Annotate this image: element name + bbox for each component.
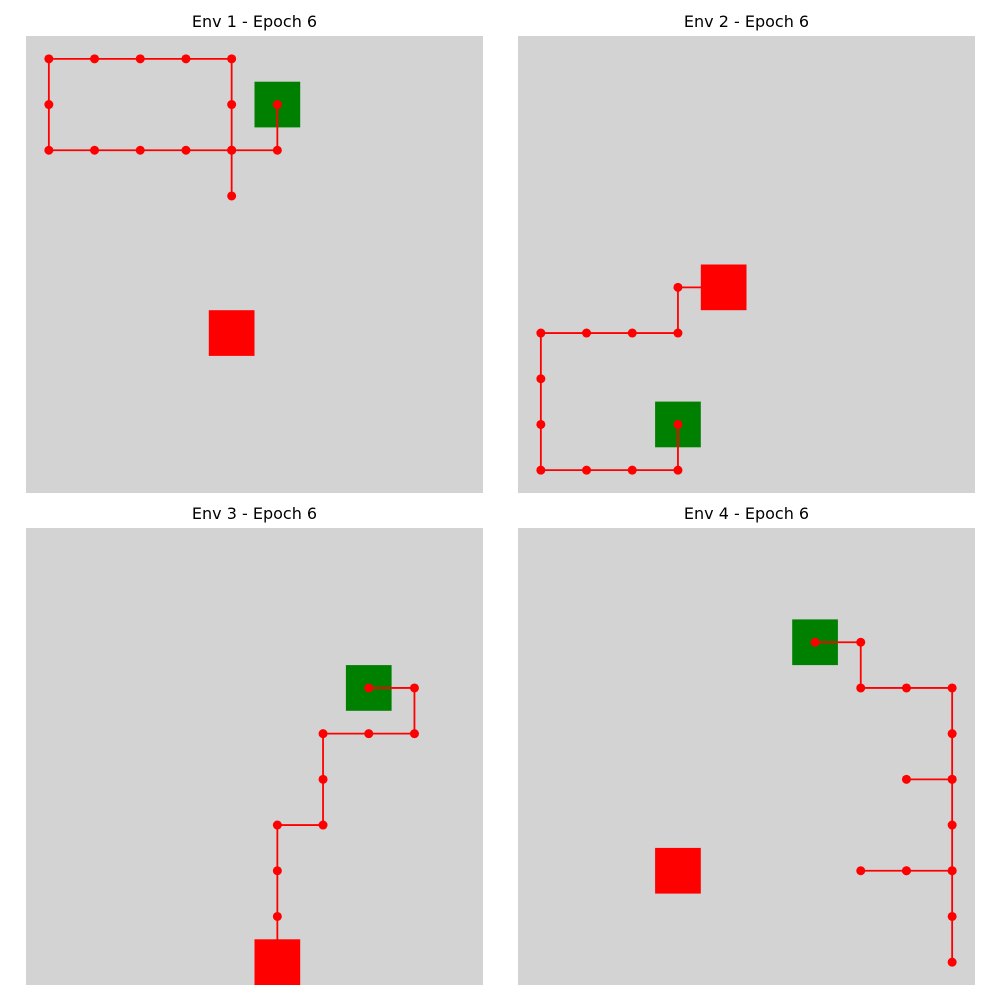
path-point xyxy=(947,683,957,693)
path-point xyxy=(44,54,54,64)
path-point xyxy=(90,145,100,155)
env-4-plot xyxy=(518,528,975,985)
path-point xyxy=(673,328,683,338)
path-point xyxy=(856,637,866,647)
path-point xyxy=(627,465,637,475)
path-point xyxy=(536,419,546,429)
path-point xyxy=(947,729,957,739)
path-point xyxy=(135,54,145,64)
path-point xyxy=(272,145,282,155)
env-2-plot xyxy=(518,36,975,493)
path-point xyxy=(719,282,729,292)
path-point xyxy=(627,328,637,338)
path-point xyxy=(901,866,911,876)
path-point xyxy=(947,866,957,876)
path-point xyxy=(901,774,911,784)
path-point xyxy=(227,54,237,64)
path-point xyxy=(947,774,957,784)
path-point xyxy=(318,774,328,784)
agent-start-cell xyxy=(655,847,701,894)
path-point xyxy=(227,191,237,201)
path-point xyxy=(364,683,374,693)
path-point xyxy=(947,957,957,967)
path-point xyxy=(947,911,957,921)
path-point xyxy=(901,683,911,693)
path-point xyxy=(673,465,683,475)
path-point xyxy=(673,282,683,292)
path-point xyxy=(947,820,957,830)
path-point xyxy=(318,820,328,830)
path-point xyxy=(272,911,282,921)
path-point xyxy=(856,866,866,876)
path-point xyxy=(409,683,419,693)
path-point xyxy=(318,729,328,739)
path-point xyxy=(272,957,282,967)
path-point xyxy=(135,145,145,155)
panel-title-env-2: Env 2 - Epoch 6 xyxy=(683,12,810,31)
panel-title-env-4: Env 4 - Epoch 6 xyxy=(683,504,810,523)
path-point xyxy=(409,729,419,739)
path-point xyxy=(181,145,191,155)
agent-start-cell xyxy=(208,310,255,356)
plot-background xyxy=(26,528,483,985)
env-3-plot xyxy=(26,528,483,985)
env-1-plot xyxy=(26,36,483,493)
path-point xyxy=(582,465,592,475)
path-point xyxy=(536,374,546,384)
path-point xyxy=(673,419,683,429)
path-point xyxy=(44,100,54,110)
path-point xyxy=(582,328,592,338)
path-point xyxy=(272,100,282,110)
path-point xyxy=(181,54,191,64)
path-point xyxy=(364,729,374,739)
path-point xyxy=(536,465,546,475)
path-point xyxy=(272,866,282,876)
path-point xyxy=(856,683,866,693)
panel-title-env-3: Env 3 - Epoch 6 xyxy=(191,504,318,523)
path-point xyxy=(44,145,54,155)
path-point xyxy=(90,54,100,64)
path-point xyxy=(272,820,282,830)
path-point xyxy=(810,637,820,647)
panel-title-env-1: Env 1 - Epoch 6 xyxy=(191,12,318,31)
path-point xyxy=(536,328,546,338)
plot-background xyxy=(518,528,975,985)
path-point xyxy=(227,145,237,155)
path-point xyxy=(227,100,237,110)
